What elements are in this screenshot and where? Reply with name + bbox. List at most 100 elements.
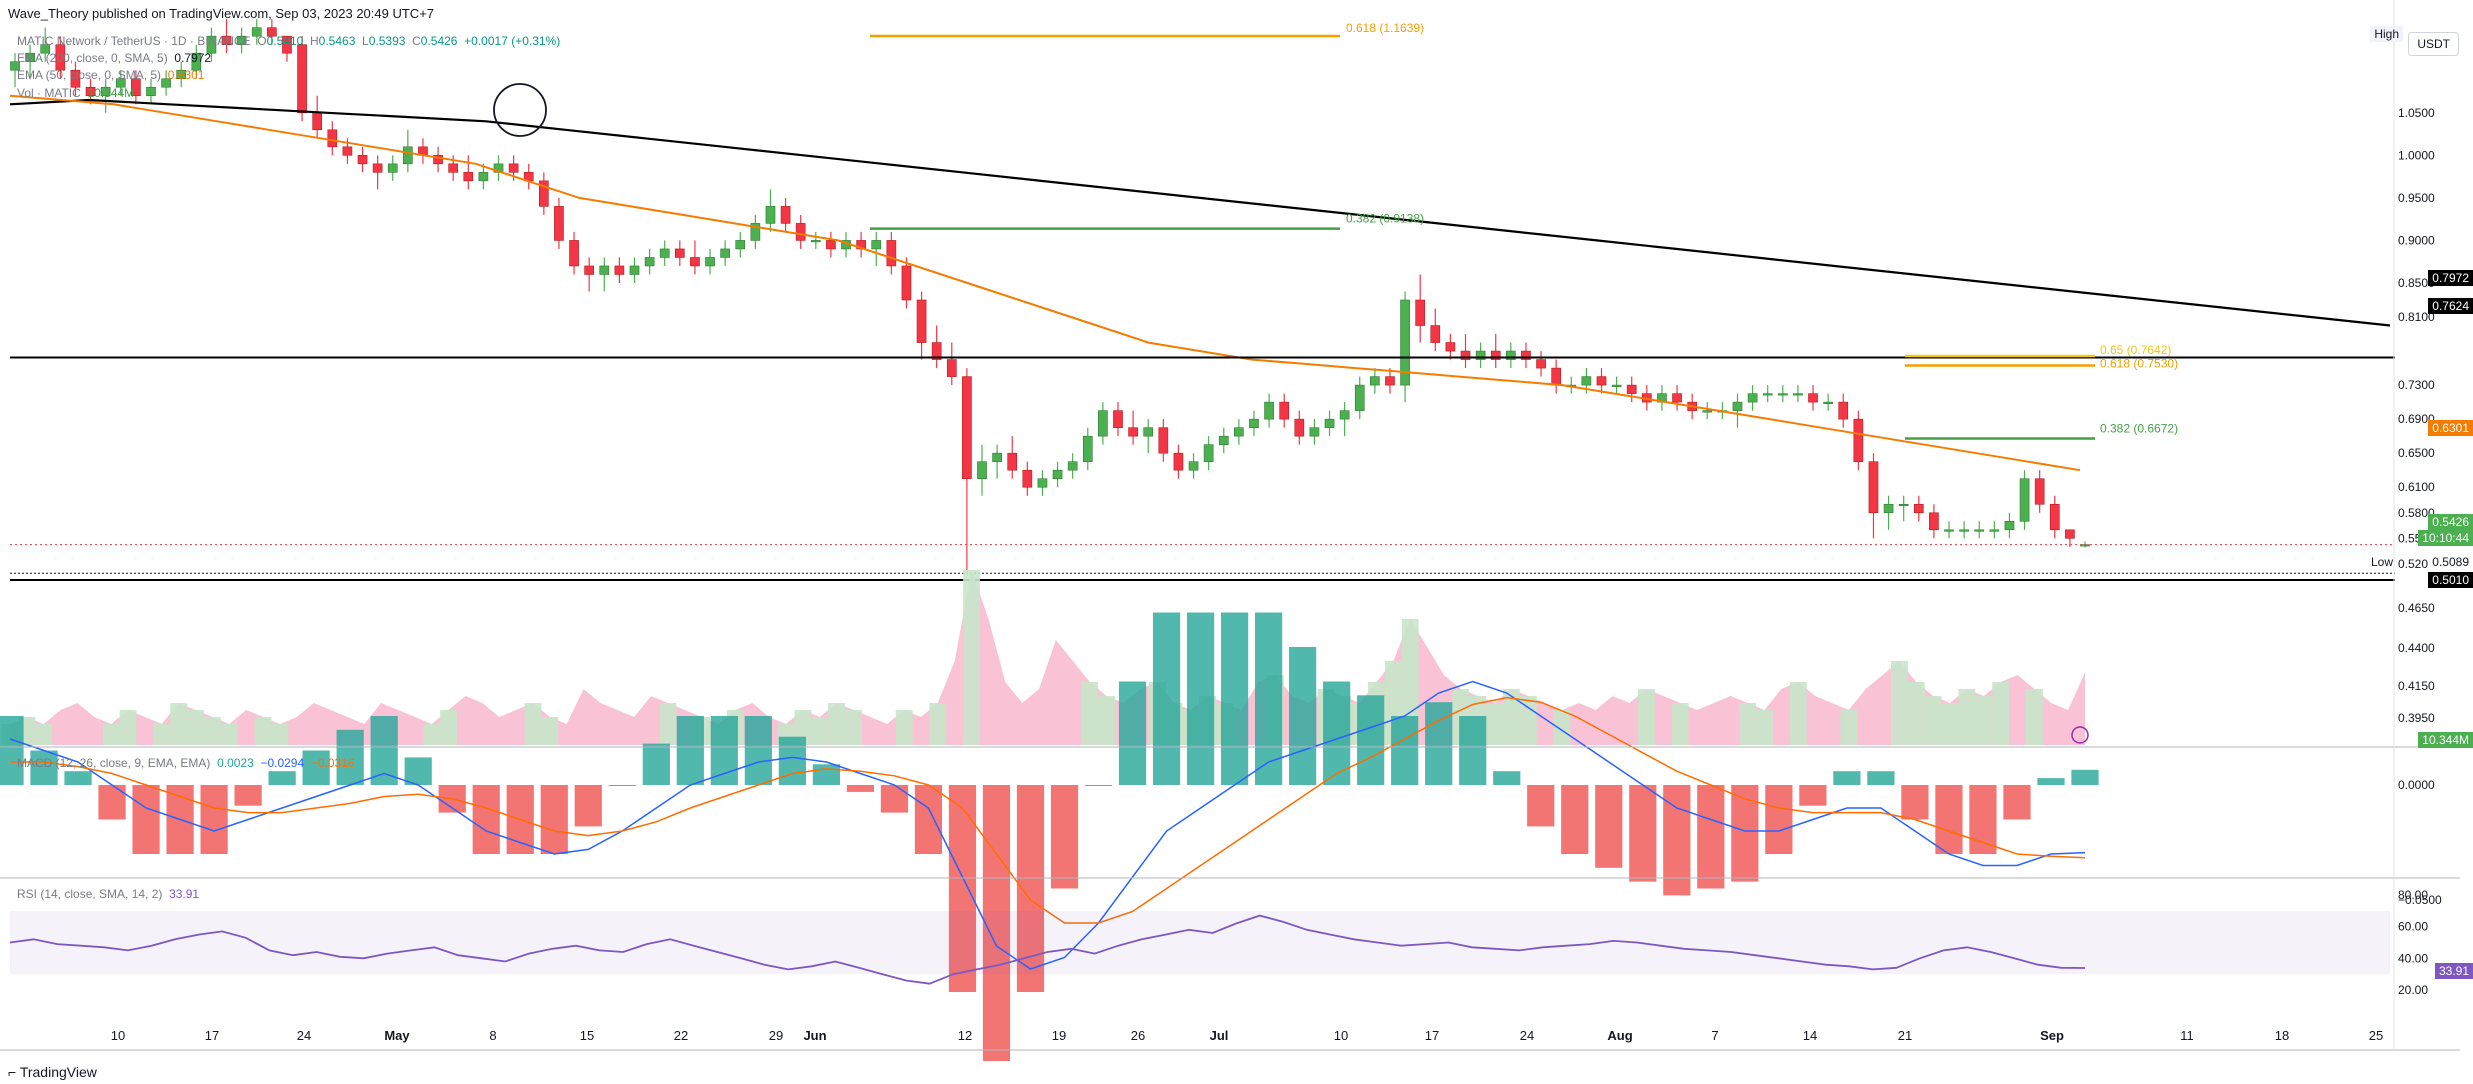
candle-body [780,206,791,224]
x-tick-label: 10 [1334,1028,1348,1043]
close-label: C [412,34,421,48]
volume-pane [1,570,2089,745]
macd-histogram-bar [2003,785,2031,820]
crossover-circle [493,83,547,137]
candle-body [1234,427,1244,437]
volume-area [10,570,2085,745]
ema200-legend: EMA (200, close, 0, SMA, 5) 0.7972 [17,51,211,65]
macd-histogram-bar [540,785,568,854]
candle-body [1823,401,1833,404]
candle-body [1626,384,1637,394]
macd-histogram-bar [234,785,262,806]
publish-header: Wave_Theory published on TradingView.com… [8,6,435,21]
macd-histogram-bar [1799,785,1827,806]
candle-body [1370,376,1380,386]
macd-histogram-bar [982,785,1011,1061]
candle-body [1430,325,1441,343]
volume-bar-up [1756,710,1773,745]
macd-histogram-bar [846,785,875,792]
candle-body [312,112,323,131]
tradingview-logo-icon: ⌐ [8,1064,17,1080]
high-value: 0.5463 [318,34,356,48]
candle-body [1218,435,1229,445]
candle-body [931,342,942,360]
volume-label: Vol · MATIC [17,86,81,100]
volume-bar-up [1941,703,1959,745]
candle-body [131,78,141,97]
volume-bar-up [1502,689,1520,745]
macd-histogram-bar [1255,612,1283,785]
macd-histogram-bar [370,716,398,785]
candle-body [85,86,96,97]
x-tick-label: 29 [769,1028,783,1043]
price-tick-label: 0.8500 [2398,276,2435,290]
macd-histogram-bar [1357,695,1385,785]
candle-body [25,52,35,63]
volume-bar-up [895,710,913,745]
macd-histogram-bar [1220,612,1249,785]
candle-body [1279,401,1290,420]
candle-body [674,248,685,258]
candle-body [946,359,957,377]
x-tick-label: May [384,1028,410,1043]
low-tag: Low [2370,555,2393,569]
volume-bar-up [187,710,205,745]
currency-button[interactable]: USDT [2408,32,2459,56]
volume-bar-up [1924,696,1942,745]
fib-right-y2-label: 0.618 (0.7530) [2100,357,2178,371]
macd-histogram-bar [30,750,58,785]
volume-bar-up [845,710,862,745]
candle-body [1022,469,1033,488]
candle-body [1415,299,1426,326]
macd-histogram-bar [778,736,806,785]
candle-body [2004,520,2015,531]
price-tick-label: 0.6500 [2398,446,2435,460]
low-badge: 0.5089 [2428,554,2473,570]
x-tick-label: 14 [1803,1028,1817,1043]
volume-bar-up [1519,696,1537,745]
candle-body [2019,478,2030,522]
volume-bar-up [204,717,221,745]
ema200-line [9,98,2391,327]
candle-body [962,376,972,480]
rsi-pane [9,910,2390,985]
candle-body [1913,503,1924,514]
countdown-badge: 10:10:44 [2418,530,2473,546]
volume-bar-up [102,724,120,745]
volume-bar-up [1637,689,1655,745]
macd-histogram-bar [1833,771,1861,785]
macd-histogram-bar [1050,785,1079,889]
macd-signal-value: −0.0316 [310,756,355,770]
volume-bar-up [1958,689,1976,745]
candle-body [2049,503,2060,531]
candle-body [1551,367,1562,386]
volume-bar-up [2025,689,2043,745]
price-tick-label: 0.4400 [2398,641,2435,655]
alert-icon [2071,726,2089,744]
macd-histogram-bar [1561,785,1589,854]
candle-body [448,163,459,173]
fib-right-y1-label: 0.65 (0.7642) [2100,343,2171,357]
macd-histogram-bar [574,785,602,827]
tradingview-brand[interactable]: ⌐ TradingView [8,1064,97,1080]
candle-body [342,146,353,156]
volume-bar-up [271,724,289,745]
candle-body [1762,393,1773,396]
volume-value: 10.344M [87,86,135,100]
price-tick-label: 1.0500 [2398,106,2435,120]
candle-body [206,35,217,54]
ema200-badge: 0.7972 [2428,270,2473,286]
ema200-label: EMA (200, close, 0, SMA, 5) [17,51,168,65]
volume-bar-up [1890,661,1908,745]
candle-body [1732,401,1743,411]
close-value: 0.5426 [420,34,458,48]
candle-body [1445,342,1456,352]
candle-body [1037,478,1048,488]
candle-body [40,44,51,54]
candle-body [614,265,625,275]
candle-body [765,206,776,224]
macd-histogram-bar [812,764,840,785]
candle-body [1249,418,1259,428]
fib-top-label: 0.618 (1.1639) [1346,21,1424,35]
